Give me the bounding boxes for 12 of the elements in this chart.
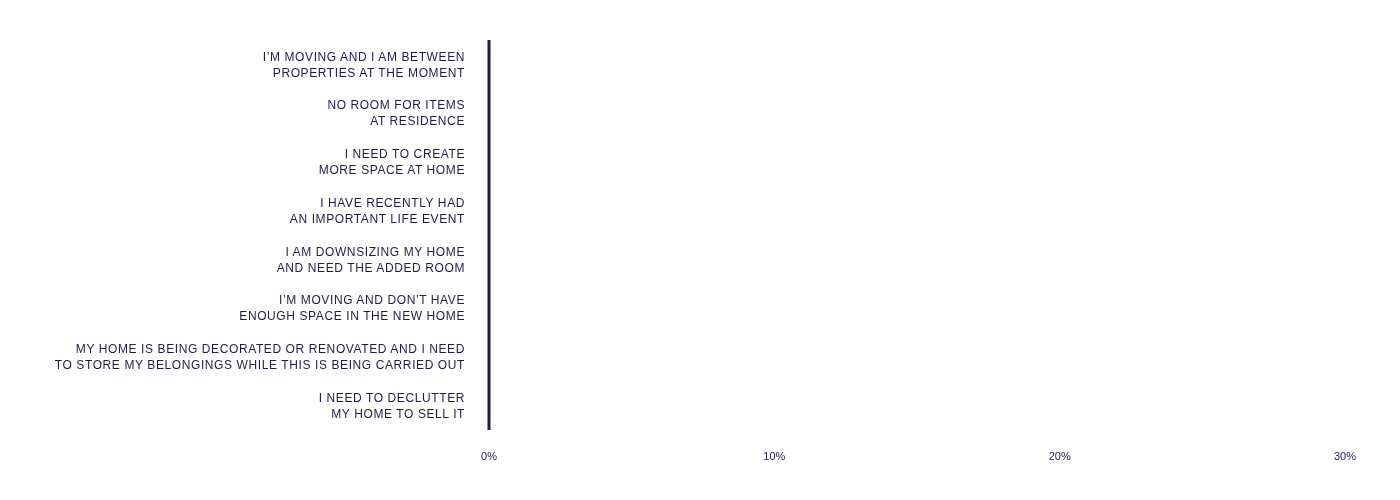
y-tick-label: I’M MOVING AND DON’T HAVE ENOUGH SPACE IN THE NEW HOME (239, 293, 465, 324)
y-tick-label: I NEED TO DECLUTTER MY HOME TO SELL IT (318, 390, 466, 421)
y-tick-label: MY HOME IS BEING DECORATED OR RENOVATED AND I NEED TO STORE MY BELONGINGS WHILE THIS IS BEING CARRIED OUT (54, 342, 466, 373)
y-tick-label: I NEED TO CREATE MORE SPACE AT HOME (318, 147, 465, 178)
x-tick-label: 0% (481, 450, 498, 462)
y-tick-label: NO ROOM FOR ITEMS AT RESIDENCE (327, 98, 465, 129)
y-tick-label: I AM DOWNSIZING MY HOME AND NEED THE ADDED ROOM (276, 244, 465, 275)
y-tick-label: I’M MOVING AND I AM BETWEEN PROPERTIES AT THE MOMENT (262, 49, 466, 80)
x-tick-label: 20% (1048, 450, 1071, 462)
y-tick-label: I HAVE RECENTLY HAD AN IMPORTANT LIFE EVENT (289, 195, 466, 226)
x-tick-label: 10% (763, 450, 786, 462)
x-tick-label: 30% (1333, 450, 1357, 462)
